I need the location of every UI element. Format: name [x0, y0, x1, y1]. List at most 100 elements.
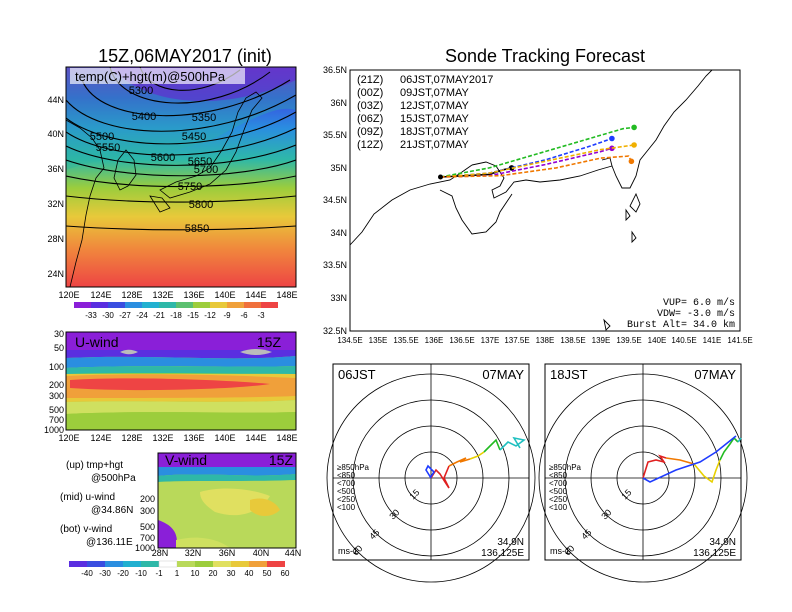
track-landing-point: [628, 158, 635, 165]
pressure-tick: 1000: [44, 425, 64, 435]
legend-label: 06JST,07MAY2017: [400, 74, 493, 86]
level-legend: <250: [549, 495, 568, 504]
lon-tick: 144E: [245, 290, 266, 300]
contour-label: 5400: [132, 111, 156, 123]
lon-tick: 124E: [90, 290, 111, 300]
track-series-line: [440, 144, 635, 178]
pressure-tick: 200: [49, 380, 64, 390]
colorbar-label: -40: [81, 569, 93, 578]
lat-tick: 36N: [330, 98, 347, 108]
note-line: (up) tmp+hgt: [66, 460, 123, 471]
uwind-time: 15Z: [257, 334, 282, 350]
level-legend: <500: [337, 487, 356, 496]
map-lat-axis: 44N 40N 36N 32N 28N 24N: [47, 95, 64, 279]
lat-tick: 32N: [185, 548, 202, 558]
lat-tick: 28N: [47, 234, 64, 244]
lon-tick: 140.5E: [671, 336, 696, 345]
lat-tick: 35N: [330, 163, 347, 173]
level-legend: ≥850hPa: [549, 463, 582, 472]
launch-point: [438, 174, 443, 180]
legend-run: (03Z): [357, 100, 383, 112]
lon-tick: 135E: [369, 336, 388, 345]
contour-label: 5800: [189, 199, 213, 211]
colorbar-label: -9: [223, 311, 231, 320]
track-landing-point: [631, 142, 637, 148]
hodo-trace-500: [719, 436, 739, 461]
contour-label: 5750: [178, 181, 202, 193]
lon-tick: 144E: [245, 433, 266, 443]
level-legend: <250: [337, 495, 356, 504]
param-vdw: VDW= -3.0 m/s: [657, 308, 735, 320]
contour-label: 5500: [90, 131, 114, 143]
legend-run: (00Z): [357, 87, 383, 99]
lon-tick: 141.5E: [727, 336, 752, 345]
contour-label: 5850: [185, 223, 209, 235]
track-map: (21Z) 06JST,07MAY2017 (00Z) 09JST,07MAY …: [323, 65, 753, 345]
lon-tick: 128E: [121, 290, 142, 300]
contour-label: 5550: [96, 142, 120, 154]
legend-label: 12JST,07MAY: [400, 100, 470, 112]
colorbar-label: 60: [281, 569, 290, 578]
lat-tick: 34.5N: [323, 195, 347, 205]
level-legend: <700: [549, 479, 568, 488]
lon-tick: 138.5E: [560, 336, 585, 345]
lat-tick: 33.5N: [323, 260, 347, 270]
hodo-lon: 136.125E: [693, 548, 736, 559]
colorbar-label: -15: [187, 311, 199, 320]
colorbar-label: -3: [257, 311, 265, 320]
colorbar-label: 20: [209, 569, 218, 578]
lon-tick: 136E: [425, 336, 444, 345]
lat-tick: 35.5N: [323, 130, 347, 140]
lon-tick: 140E: [214, 433, 235, 443]
lon-tick: 140E: [214, 290, 235, 300]
level-legend: <700: [337, 479, 356, 488]
legend-label: 09JST,07MAY: [400, 87, 470, 99]
map-lon-axis: 120E 124E 128E 132E 136E 140E 144E 148E: [58, 290, 297, 300]
temp-colorbar: -33 -30 -27 -24 -21 -18 -15 -12 -9 -6 -3: [74, 302, 278, 320]
colorbar-label: 50: [263, 569, 272, 578]
lat-tick: 32.5N: [323, 326, 347, 336]
lat-tick: 40N: [47, 129, 64, 139]
hodo-trace-250: [737, 437, 742, 443]
level-legend: ≥850hPa: [337, 463, 370, 472]
hodo-unit: ms-1: [550, 546, 570, 556]
lon-tick: 128E: [121, 433, 142, 443]
lat-tick: 33N: [330, 293, 347, 303]
lat-tick: 44N: [47, 95, 64, 105]
hodo-time: 06JST: [338, 367, 376, 382]
map-variable-label: temp(C)+hgt(m)@500hPa: [75, 69, 226, 84]
hodograph-18jst: 18JST 07MAY 15 30 45 60 ≥850hPa <850 <70…: [538, 363, 748, 583]
hodo-trace-850: [448, 457, 471, 467]
hodo-trace-100: [642, 435, 737, 483]
pressure-tick: 1000: [135, 543, 155, 553]
pressure-tick: 500: [140, 522, 155, 532]
colorbar-label: -30: [102, 311, 114, 320]
legend-run: (09Z): [357, 126, 383, 138]
hodo-trace-700: [693, 459, 721, 484]
hodo-trace-surface: [642, 454, 667, 479]
legend-run: (06Z): [357, 113, 383, 125]
track-series-group: [438, 124, 637, 180]
pressure-tick: 100: [49, 362, 64, 372]
legend-run: (12Z): [357, 139, 383, 151]
contour-label: 5450: [182, 131, 206, 143]
pressure-tick: 50: [54, 343, 64, 353]
hodo-trace-850: [665, 457, 695, 465]
colorbar-label: -12: [204, 311, 216, 320]
track-lat-axis: 36.5N 36N 35.5N 35N 34.5N 34N 33.5N 33N …: [323, 65, 347, 336]
colorbar-label: -24: [136, 311, 148, 320]
legend-label: 15JST,07MAY: [400, 113, 470, 125]
colorbar-label: -20: [117, 569, 129, 578]
colorbar-label: -27: [119, 311, 131, 320]
hodo-unit: ms-1: [338, 546, 358, 556]
lon-tick: 136E: [183, 290, 204, 300]
note-line: (mid) u-wind: [60, 492, 115, 503]
contour-label: 5350: [192, 112, 216, 124]
uwind-label: U-wind: [75, 334, 119, 350]
colorbar-label: 40: [245, 569, 254, 578]
pressure-tick: 300: [49, 391, 64, 401]
lat-tick: 34N: [330, 228, 347, 238]
lon-tick: 120E: [58, 290, 79, 300]
lon-tick: 132E: [152, 433, 173, 443]
